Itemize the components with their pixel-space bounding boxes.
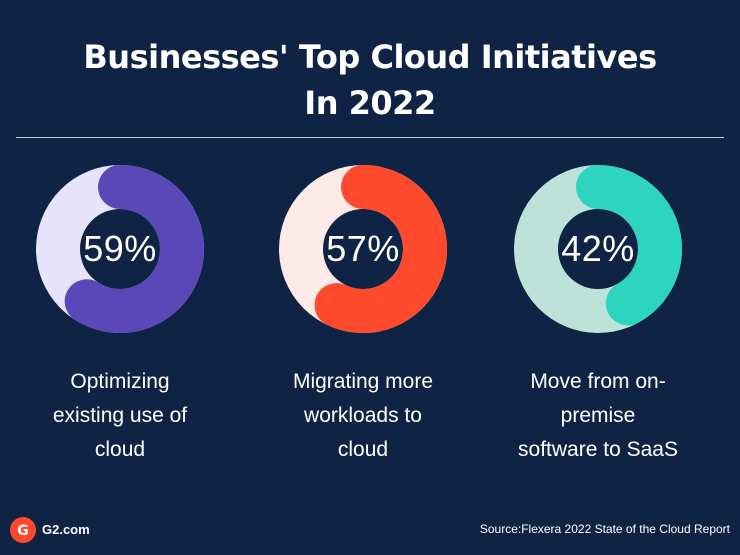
- percent-label-saas: 42%: [561, 228, 635, 269]
- donut-arc-saas: [514, 165, 682, 333]
- stat-optimizing-cloud: 59% Optimizing existing use of cloud: [20, 165, 220, 495]
- donut-arc-optimizing: [36, 165, 204, 333]
- svg-text:G: G: [17, 523, 29, 539]
- caption-line: cloud: [94, 438, 146, 461]
- caption-line: existing use of: [52, 404, 188, 427]
- g2-logo: G: [10, 517, 36, 543]
- title-divider: [16, 137, 724, 138]
- caption-line: Optimizing: [70, 370, 170, 393]
- footer: G G2.com Source:Flexera 2022 State of th…: [0, 515, 740, 545]
- chart-title-line-1: Businesses' Top Cloud Initiatives: [83, 38, 657, 76]
- caption-migrating: Migrating more workloads to cloud: [263, 365, 463, 467]
- caption-line: cloud: [337, 438, 389, 461]
- donut-svg-saas: [514, 165, 682, 333]
- percent-label-migrating: 57%: [326, 228, 400, 269]
- donut-chart-saas: [514, 165, 682, 333]
- logo-text: G2.com: [42, 522, 90, 537]
- caption-line: workloads to: [304, 404, 422, 427]
- caption-optimizing: Optimizing existing use of cloud: [20, 365, 220, 467]
- caption-line: premise: [560, 404, 636, 427]
- donut-arc-migrating: [279, 165, 447, 333]
- source-note: Source:Flexera 2022 State of the Cloud R…: [479, 522, 730, 536]
- caption-saas: Move from on- premise software to SaaS: [498, 365, 698, 467]
- donut-svg-migrating: [279, 165, 447, 333]
- caption-line: Move from on-: [530, 370, 666, 393]
- chart-title-line-2: In 2022: [304, 84, 436, 122]
- donut-chart-optimizing: [36, 165, 204, 333]
- donut-chart-migrating: [279, 165, 447, 333]
- stat-migrating-workloads: 57% Migrating more workloads to cloud: [263, 165, 463, 495]
- chart-title: Businesses' Top Cloud Initiatives In 202…: [0, 34, 740, 126]
- stat-move-to-saas: 42% Move from on- premise software to Sa…: [498, 165, 698, 495]
- caption-line: Migrating more: [292, 370, 434, 393]
- donut-svg-optimizing: [36, 165, 204, 333]
- percent-label-optimizing: 59%: [83, 228, 157, 269]
- caption-line: software to SaaS: [518, 438, 678, 461]
- g2-logo-icon: G: [17, 523, 29, 539]
